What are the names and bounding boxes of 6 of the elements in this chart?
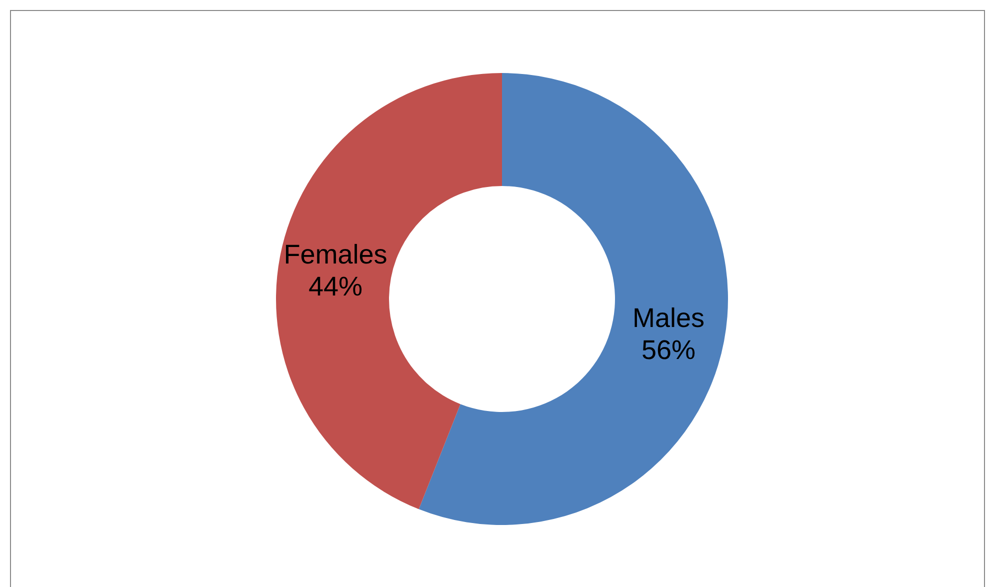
donut-slice bbox=[276, 73, 502, 510]
data-label: 44% bbox=[308, 271, 363, 302]
donut-slice bbox=[418, 73, 728, 525]
data-label: 56% bbox=[641, 334, 696, 365]
slice-label: Females bbox=[284, 239, 388, 270]
slice-label: Males bbox=[632, 302, 705, 333]
